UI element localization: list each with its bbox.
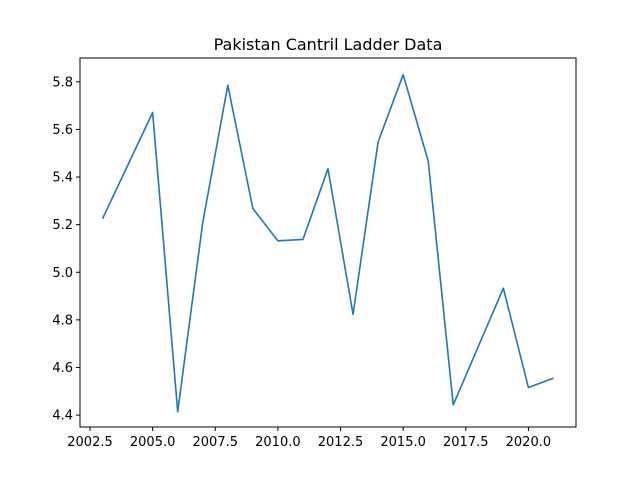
- x-tick-label: 2002.5: [67, 435, 113, 450]
- x-tick-label: 2017.5: [443, 435, 489, 450]
- x-tick-label: 2007.5: [193, 435, 239, 450]
- chart-title: Pakistan Cantril Ladder Data: [214, 35, 443, 54]
- y-tick-label: 4.6: [52, 361, 73, 376]
- x-tick-label: 2005.0: [130, 435, 176, 450]
- x-axis: 2002.5 2005.0 2007.5 2010.0 2012.5 2015.0 2017…: [67, 427, 551, 450]
- y-tick-label: 5.4: [52, 171, 73, 186]
- x-tick-label: 2012.5: [318, 435, 364, 450]
- x-tick-label: 2020.0: [506, 435, 552, 450]
- x-tick-label: 2015.0: [380, 435, 426, 450]
- y-tick-label: 5.6: [52, 123, 73, 138]
- axes-frame: [79, 57, 577, 428]
- plot-area: [101, 73, 554, 413]
- y-tick-label: 5.2: [52, 218, 73, 233]
- y-tick-label: 4.4: [52, 409, 73, 424]
- y-tick-label: 4.8: [52, 313, 73, 328]
- y-tick-label: 5.0: [52, 266, 73, 281]
- x-tick-label: 2010.0: [255, 435, 301, 450]
- y-tick-label: 5.8: [52, 75, 73, 90]
- y-axis: 4.4 4.6 4.8 5.0 5.2 5.4 5.6 5.8: [52, 75, 80, 424]
